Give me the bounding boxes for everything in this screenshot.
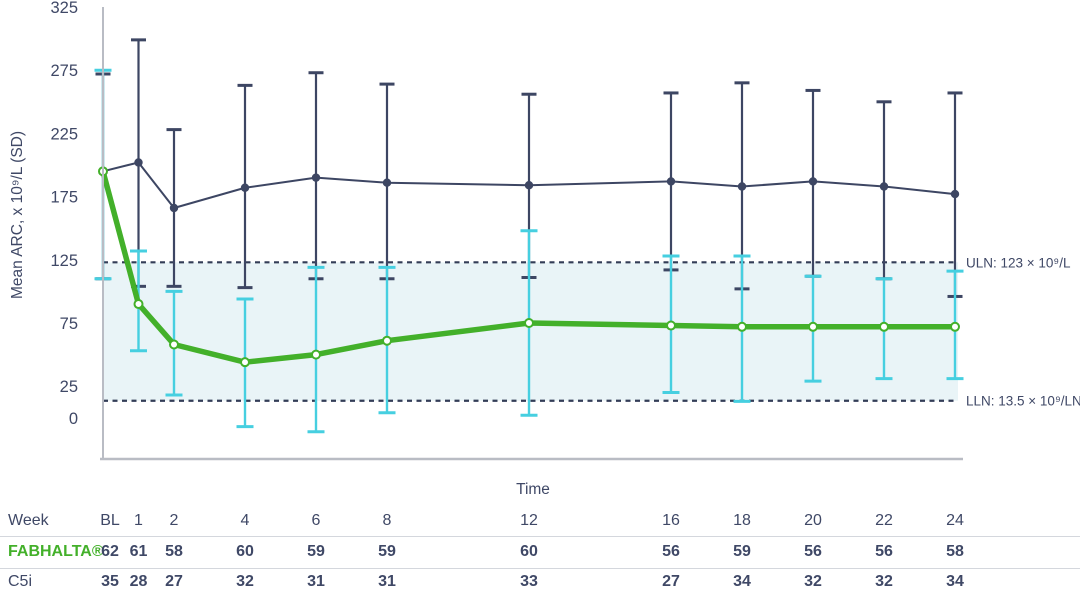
fabhalta-marker	[666, 320, 676, 331]
c5i-marker	[524, 181, 534, 190]
fabhalta-marker	[133, 299, 144, 310]
c5i-marker	[737, 182, 747, 191]
c5i-value-cell: 31	[307, 573, 325, 590]
table-divider	[0, 536, 1080, 537]
fabhalta-value-cell: 59	[307, 543, 325, 560]
y-tick-label: 275	[50, 62, 78, 80]
week-header-cell: 22	[875, 512, 893, 529]
c5i-value-cell: 31	[378, 573, 396, 590]
y-tick-label: 225	[50, 125, 78, 143]
fabhalta-marker	[808, 321, 818, 332]
week-header-cell: 16	[662, 512, 680, 529]
table-row: C5i 35 28 27 32 31 31 33 27 34 32 32 34	[0, 573, 1080, 595]
week-header-cell: 4	[240, 512, 250, 529]
fabhalta-marker	[311, 349, 321, 360]
y-tick-label: 325	[50, 0, 78, 17]
fabhalta-marker	[240, 357, 250, 368]
chart-canvas: ULN: 123 × 10⁹/L LLN: 13.5 × 10⁹/LN 325 275…	[9, 0, 1080, 498]
c5i-marker	[240, 183, 250, 192]
table-row: FABHALTA® 62 61 58 60 59 59 60 56 59 56 56 58	[0, 543, 1080, 565]
y-tick-label: 25	[60, 378, 78, 396]
week-header-cell: BL	[100, 512, 120, 529]
week-row-label: Week	[8, 512, 49, 529]
arc-line-chart: ULN: 123 × 10⁹/L LLN: 13.5 × 10⁹/LN 325 275…	[9, 0, 1080, 498]
c5i-value-cell: 34	[733, 573, 751, 590]
fabhalta-value-cell: 59	[378, 543, 396, 560]
fabhalta-line	[100, 168, 958, 365]
fabhalta-value-cell: 60	[236, 543, 254, 560]
y-tick-label: 0	[69, 410, 78, 428]
uln-label: ULN: 123 × 10⁹/L	[966, 255, 1071, 270]
y-tick-label: 175	[50, 189, 78, 207]
fabhalta-value-cell: 60	[520, 543, 538, 560]
week-header-cell: 24	[946, 512, 964, 529]
table-divider	[0, 568, 1080, 569]
c5i-value-cell: 32	[804, 573, 822, 590]
fabhalta-value-cell: 56	[875, 543, 893, 560]
c5i-value-cell: 34	[946, 573, 964, 590]
c5i-marker	[311, 173, 321, 182]
fabhalta-value-cell: 58	[165, 543, 183, 560]
c5i-marker	[382, 178, 392, 187]
fabhalta-marker	[382, 335, 392, 346]
c5i-row-label: C5i	[8, 573, 33, 590]
c5i-value-cell: 33	[520, 573, 538, 590]
fabhalta-value-cell: 56	[662, 543, 680, 560]
c5i-marker	[134, 158, 143, 167]
sample-size-table: Week BL 1 2 4 6 8 12 16 18 20 22 24 FABHALTA® 62 61 5…	[0, 500, 1080, 596]
c5i-value-cell: 32	[236, 573, 254, 590]
week-header-cell: 20	[804, 512, 822, 529]
fabhalta-marker	[950, 321, 960, 332]
normal-range-band	[103, 262, 958, 401]
fabhalta-value-cell: 59	[733, 543, 751, 560]
fabhalta-value-cell: 62	[101, 543, 119, 560]
fabhalta-marker	[169, 339, 179, 350]
fabhalta-value-cell: 58	[946, 543, 964, 560]
fabhalta-marker	[737, 321, 747, 332]
week-header-cell: 1	[134, 512, 143, 529]
c5i-marker	[169, 203, 179, 213]
c5i-value-cell: 28	[129, 573, 148, 590]
y-tick-label: 75	[60, 315, 78, 333]
c5i-marker	[879, 182, 889, 191]
c5i-value-cell: 35	[101, 573, 119, 590]
lln-label: LLN: 13.5 × 10⁹/LN	[966, 394, 1080, 409]
y-tick-label: 125	[50, 252, 78, 270]
fabhalta-marker	[879, 321, 889, 332]
week-header-cell: 8	[382, 512, 392, 529]
fabhalta-value-cell: 61	[129, 543, 148, 560]
fabhalta-marker	[524, 318, 534, 328]
c5i-marker	[950, 189, 960, 199]
week-header-cell: 18	[733, 512, 751, 529]
x-axis-title: Time	[516, 481, 550, 498]
y-axis-title: Mean ARC, x 10⁹/L (SD)	[9, 131, 26, 299]
fabhalta-error-bar	[307, 265, 325, 434]
fabhalta-row-label: FABHALTA®	[8, 543, 104, 560]
week-header-cell: 6	[311, 512, 321, 529]
fabhalta-value-cell: 56	[804, 543, 822, 560]
c5i-value-cell: 27	[662, 573, 680, 590]
c5i-line	[102, 161, 956, 209]
c5i-marker	[808, 177, 818, 186]
c5i-value-cell: 32	[875, 573, 893, 590]
c5i-value-cell: 27	[165, 573, 183, 590]
table-row: Week BL 1 2 4 6 8 12 16 18 20 22 24	[0, 512, 1080, 534]
week-header-cell: 12	[520, 512, 538, 529]
c5i-marker	[666, 177, 676, 186]
week-header-cell: 2	[169, 512, 179, 529]
